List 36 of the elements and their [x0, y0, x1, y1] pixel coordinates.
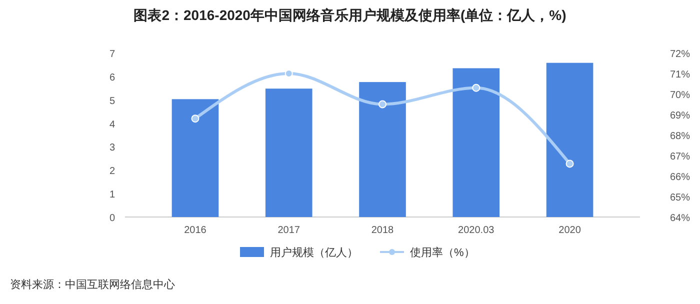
x-tick-label: 2017 — [278, 225, 300, 236]
y-tick-label: 5 — [109, 96, 116, 107]
y-tick-label: 7 — [109, 49, 116, 60]
y2-tick-label: 71% — [670, 70, 690, 80]
y2-tick-label: 72% — [670, 49, 690, 60]
y2-tick-label: 69% — [670, 110, 690, 122]
x-tick-label: 2020 — [558, 225, 582, 236]
y2-tick-label: 67% — [670, 152, 690, 162]
y-tick-label: 4 — [109, 119, 116, 130]
point — [284, 70, 293, 78]
x-tick-label: 2016 — [184, 225, 207, 236]
bar — [452, 68, 500, 217]
legend-label: 用户规模（亿人） — [270, 246, 358, 259]
y-tick-label: 3 — [109, 142, 116, 154]
x-tick-label: 2020.03 — [458, 225, 495, 236]
legend-label: 使用率（%） — [410, 246, 475, 259]
y-tick-label: 2 — [109, 166, 116, 178]
point — [566, 160, 574, 168]
y2-tick-label: 66% — [670, 172, 690, 183]
y-tick-label: 6 — [109, 72, 116, 84]
x-tick-label: 2018 — [371, 225, 394, 236]
point — [472, 84, 480, 92]
y-tick-label: 1 — [109, 190, 116, 201]
bar — [546, 62, 594, 217]
point — [191, 114, 200, 123]
point — [378, 100, 386, 108]
y2-tick-label: 64% — [670, 213, 690, 224]
bar — [265, 88, 312, 217]
y2-tick-label: 70% — [670, 90, 690, 101]
y-tick-label: 0 — [109, 213, 116, 224]
text: 资料来源：中国互联网络信息中心 — [10, 278, 175, 291]
bar — [359, 82, 406, 217]
chart-title: 图表2：2016-2020年中国网络音乐用户规模及使用率(单位：亿人，%) — [134, 7, 566, 23]
y2-tick-label: 68% — [670, 131, 690, 142]
bar — [172, 99, 219, 217]
y2-tick-label: 65% — [670, 192, 690, 204]
